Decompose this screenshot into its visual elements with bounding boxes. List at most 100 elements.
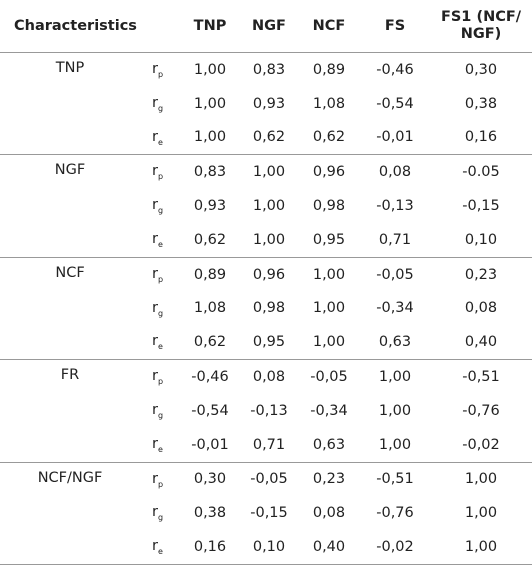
symbol-subscript: e — [157, 444, 163, 454]
value-cell: 0,83 — [252, 61, 286, 78]
value-cell: 1,00 — [378, 402, 412, 419]
table-row: NGF rp 0,83 1,00 0,96 0,08 -0.05 — [0, 154, 532, 258]
value-cell: 0,63 — [360, 325, 430, 361]
value-cell: 0,93 — [252, 95, 286, 112]
value-cell: -0,13 — [250, 402, 288, 419]
value-cell: 0,93 — [193, 198, 227, 215]
table-body: TNP rp 1,00 0,83 0,89 -0,46 0,30 rg 1,00 0,93 1,08… — [0, 52, 532, 565]
column-header: Characteristics — [0, 0, 140, 53]
statistic-symbol: rg — [140, 496, 180, 530]
value-cell: 1,08 — [193, 300, 227, 317]
value-cell: 0,08 — [312, 505, 346, 522]
value-cell: -0,02 — [430, 427, 532, 463]
table-header: Characteristics TNP NGF NCF FS FS1 (NCF/ NGF) — [0, 0, 532, 53]
statistic-symbol: rp — [140, 257, 180, 291]
symbol-subscript: e — [157, 239, 163, 249]
value-cell: -0,51 — [376, 471, 414, 488]
symbol-subscript: p — [157, 172, 164, 182]
symbol: r — [152, 368, 158, 385]
value-cell: -0,15 — [250, 505, 288, 522]
column-header: FS1 (NCF/ NGF) — [430, 0, 532, 53]
value-cell: 0,95 — [298, 222, 360, 258]
column-header: NCF — [298, 0, 360, 53]
statistic-symbol: re — [140, 120, 180, 156]
table-row: TNP rp 1,00 0,83 0,89 -0,46 0,30 — [0, 52, 532, 156]
value-cell: 0,89 — [193, 266, 227, 283]
symbol-subscript: g — [157, 206, 164, 216]
group-name: NGF — [0, 154, 140, 258]
value-cell: -0,54 — [376, 95, 414, 112]
symbol: r — [152, 94, 158, 111]
column-header: NGF — [240, 0, 298, 53]
symbol-subscript: g — [157, 308, 164, 318]
value-cell: 1,08 — [312, 95, 346, 112]
value-cell: -0,15 — [462, 198, 500, 215]
symbol: r — [152, 333, 158, 350]
value-cell: -0,05 — [310, 369, 348, 386]
value-cell: 0,08 — [252, 369, 286, 386]
value-cell: 1,00 — [298, 325, 360, 361]
table-row: NCF rp 0,89 0,96 1,00 -0,05 0,23 — [0, 257, 532, 361]
value-cell: 0,98 — [312, 198, 346, 215]
value-cell: 1,00 — [193, 95, 227, 112]
symbol-subscript: p — [157, 274, 164, 284]
column-header: FS — [360, 0, 430, 53]
statistic-symbol: re — [140, 530, 180, 565]
value-cell: 0,10 — [430, 222, 532, 258]
value-cell: 1,00 — [193, 61, 227, 78]
statistic-symbol: rg — [140, 394, 180, 428]
value-cell: -0,05 — [376, 266, 414, 283]
value-cell: 0,38 — [464, 95, 498, 112]
value-cell: -0,05 — [250, 471, 288, 488]
statistic-symbol: rg — [140, 189, 180, 223]
value-cell: 0,63 — [298, 427, 360, 463]
symbol-subscript: e — [157, 342, 163, 352]
statistic-symbol: rp — [140, 53, 180, 87]
value-cell: 1,00 — [252, 198, 286, 215]
value-cell: -0,02 — [360, 530, 430, 565]
value-cell: -0,46 — [376, 61, 414, 78]
table-row: rg 1,08 0,98 1,00 -0,34 0,08 — [0, 292, 532, 326]
value-cell: 1,00 — [378, 369, 412, 386]
symbol-subscript: e — [157, 137, 163, 147]
value-cell: 0,23 — [464, 266, 498, 283]
symbol: r — [152, 230, 158, 247]
value-cell: 0,89 — [312, 61, 346, 78]
column-header: TNP — [180, 0, 240, 53]
value-cell: -0,51 — [462, 369, 500, 386]
table-row: re 0,16 0,10 0,40 -0,02 1,00 — [0, 530, 532, 565]
statistic-symbol: rp — [140, 155, 180, 189]
value-cell: 0,38 — [193, 505, 227, 522]
table-row: rg 0,93 1,00 0,98 -0,13 -0,15 — [0, 189, 532, 223]
value-cell: 0,40 — [430, 325, 532, 361]
value-cell: -0,76 — [376, 505, 414, 522]
value-cell: 1,00 — [430, 530, 532, 565]
symbol: r — [152, 299, 158, 316]
group-name: FR — [0, 359, 140, 463]
value-cell: 0,40 — [298, 530, 360, 565]
header-row: Characteristics TNP NGF NCF FS FS1 (NCF/ NGF) — [0, 0, 532, 53]
statistic-symbol: rp — [140, 360, 180, 394]
value-cell: -0,34 — [310, 402, 348, 419]
value-cell: 0,62 — [180, 222, 240, 258]
symbol: r — [152, 504, 158, 521]
table-row: re -0,01 0,71 0,63 1,00 -0,02 — [0, 427, 532, 463]
table-row: rg 0,38 -0,15 0,08 -0,76 1,00 — [0, 496, 532, 530]
column-header-blank — [140, 0, 180, 53]
value-cell: 0,71 — [360, 222, 430, 258]
value-cell: 1,00 — [464, 505, 498, 522]
statistic-symbol: rg — [140, 292, 180, 326]
value-cell: 1,00 — [360, 427, 430, 463]
table-row: rg 1,00 0,93 1,08 -0,54 0,38 — [0, 87, 532, 121]
value-cell: -0,54 — [191, 402, 229, 419]
symbol-subscript: g — [157, 103, 164, 113]
value-cell: 0,62 — [240, 120, 298, 156]
value-cell: 0,62 — [298, 120, 360, 156]
group-name: TNP — [0, 52, 140, 156]
value-cell: 0,96 — [252, 266, 286, 283]
statistic-symbol: rp — [140, 462, 180, 496]
value-cell: 0,08 — [378, 164, 412, 181]
value-cell: 0,62 — [180, 325, 240, 361]
value-cell: 0,23 — [312, 471, 346, 488]
